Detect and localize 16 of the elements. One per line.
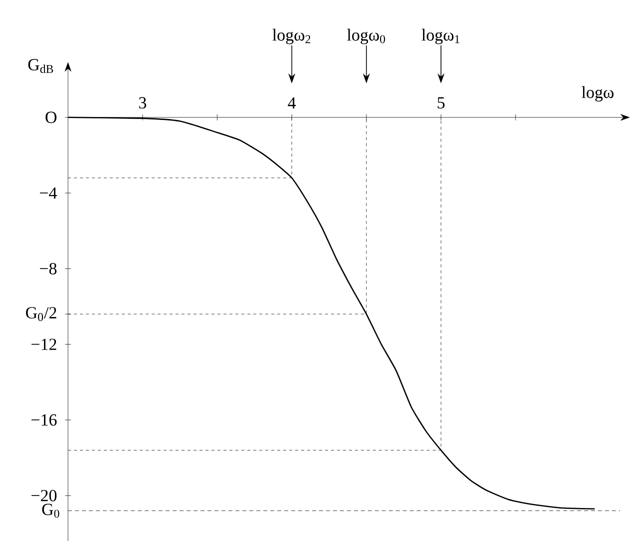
y-axis-title: G$_{dB}$ [28, 59, 54, 73]
y-tick-label: −12 [32, 338, 56, 350]
x-tick-label: 3 [139, 97, 146, 109]
text: logω$_{1}$ [422, 28, 460, 44]
text: logω$_{0}$ [347, 28, 386, 44]
y-tick-label: G$_{0}$/2 [26, 307, 56, 322]
x-tick-label: 5 [438, 97, 445, 109]
y-tick-label: −20 [32, 490, 57, 502]
x-tick-label: 4 [288, 97, 296, 109]
y-tick-label: O [46, 112, 56, 124]
y-tick-label: −4 [40, 187, 57, 199]
ref-line-label: G$_{0}$ [42, 504, 60, 518]
x-axis-title: logω [582, 86, 614, 102]
y-tick-label: −8 [40, 262, 57, 274]
text: logω$_{2}$ [272, 28, 310, 44]
y-tick-label: −16 [32, 414, 57, 426]
